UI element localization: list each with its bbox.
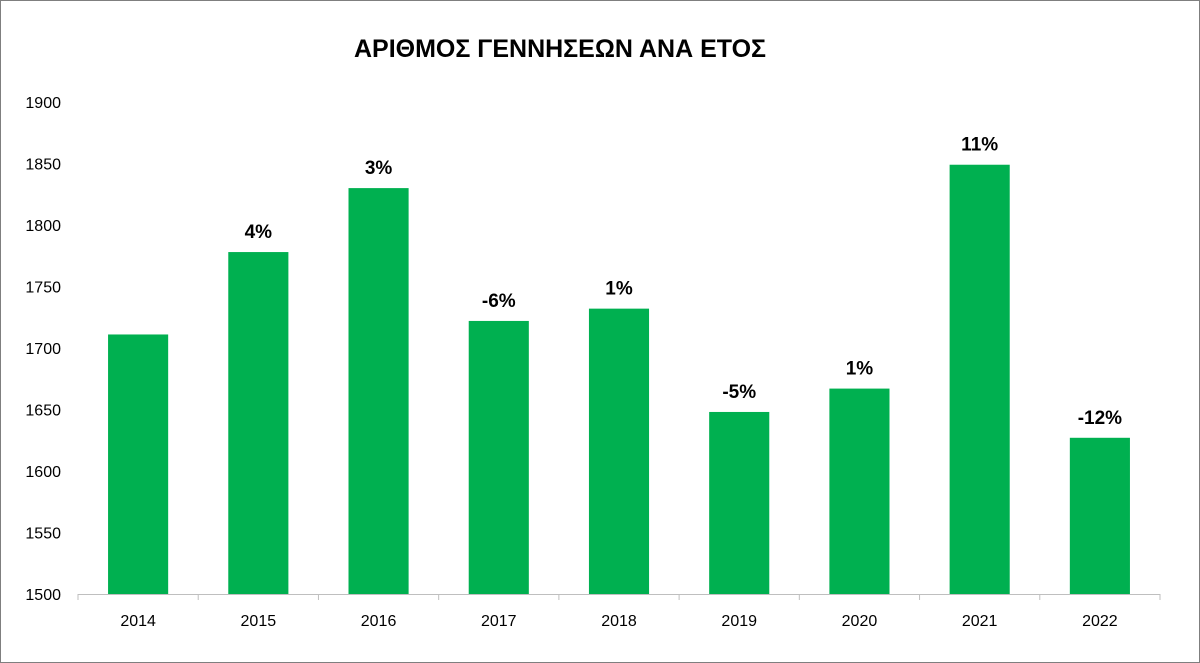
bar: [348, 188, 409, 594]
x-tick-label: 2017: [481, 613, 517, 630]
bar-data-label: 3%: [365, 158, 393, 179]
y-tick-label: 1550: [25, 526, 61, 543]
bar: [949, 164, 1010, 595]
bar: [829, 388, 890, 594]
y-tick-label: 1700: [25, 341, 61, 358]
bar-data-label: 11%: [961, 135, 998, 156]
x-tick-label: 2018: [601, 613, 637, 630]
bar: [108, 334, 169, 594]
y-tick-label: 1650: [25, 403, 61, 420]
bar-data-label: -5%: [722, 382, 756, 403]
x-tick-label: 2020: [842, 613, 878, 630]
y-axis: 1500 1550 1600 1650 1700 1750 1800 1850 1900: [25, 95, 61, 604]
y-tick-label: 1850: [25, 157, 61, 174]
y-tick-label: 1750: [25, 280, 61, 297]
x-tick-label: 2019: [721, 613, 757, 630]
y-tick-label: 1900: [25, 95, 61, 112]
y-tick-label: 1600: [25, 464, 61, 481]
x-axis: 2014 2015 2016 2017 2018 2019 2020 2021 2022: [77, 594, 1161, 630]
bar-data-label: -12%: [1078, 408, 1122, 429]
bar: [468, 320, 529, 594]
bar: [709, 411, 770, 594]
bar-data-label: 1%: [605, 279, 633, 300]
bar-series: [108, 164, 1130, 595]
x-tick-label: 2015: [241, 613, 277, 630]
bar-data-label: -6%: [482, 291, 516, 312]
x-tick-label: 2014: [120, 613, 156, 630]
x-tick-label: 2021: [962, 613, 998, 630]
bar-data-label: 4%: [245, 222, 273, 243]
bar: [1069, 437, 1130, 594]
chart-title: ΑΡΙΘΜΟΣ ΓΕΝΝΗΣΕΩΝ ΑΝΑ ΕΤΟΣ: [354, 35, 766, 63]
bar: [588, 308, 650, 594]
y-tick-label: 1500: [25, 587, 61, 604]
y-tick-label: 1800: [25, 218, 61, 235]
x-tick-label: 2022: [1082, 613, 1118, 630]
x-tick-label: 2016: [361, 613, 397, 630]
data-labels: 4% 3% -6% 1% -5% 1% 11% -12%: [245, 135, 1123, 429]
bar: [228, 252, 289, 594]
bar-data-label: 1%: [846, 359, 874, 380]
